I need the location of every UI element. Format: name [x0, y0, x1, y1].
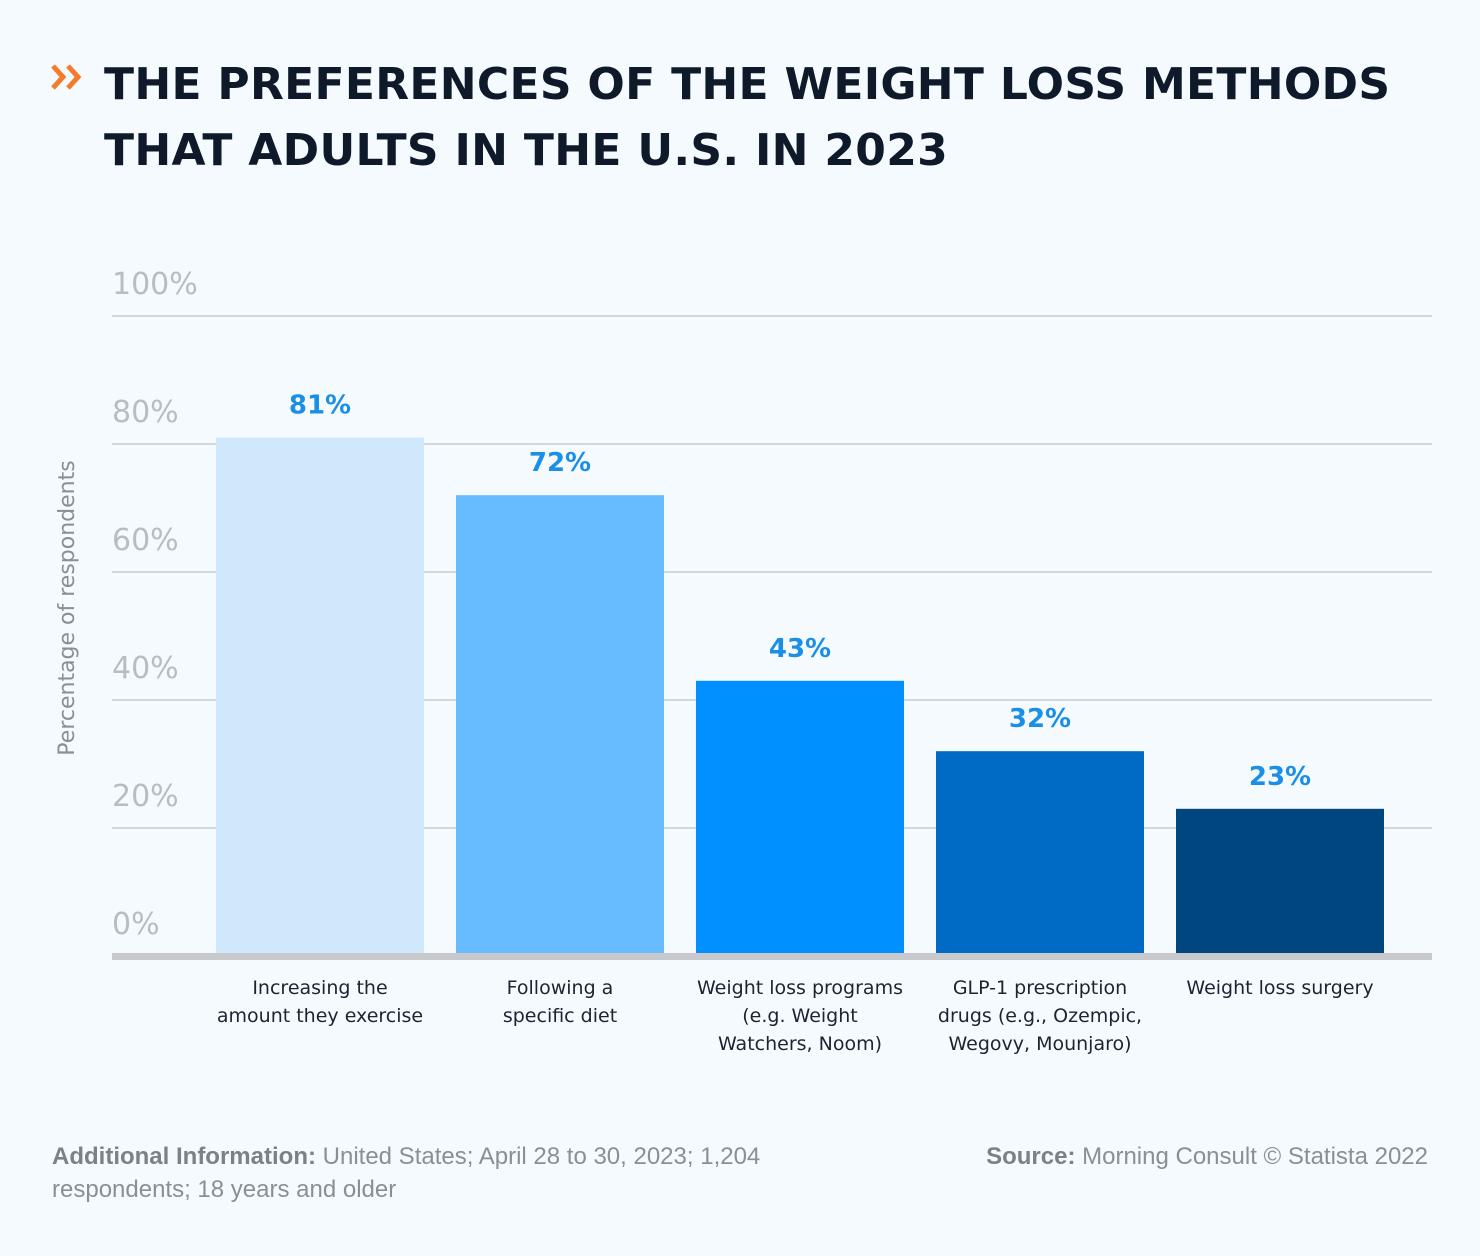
additional-information-label: Additional Information: [52, 1143, 316, 1170]
bar [936, 751, 1144, 956]
x-tick-label: amount they exercise [217, 1005, 423, 1027]
y-tick-label: 60% [112, 523, 179, 558]
bar [456, 495, 664, 956]
x-tick-label: GLP-1 prescription [953, 977, 1127, 999]
x-tick-label: Weight loss programs [697, 977, 903, 999]
bar [696, 680, 904, 956]
y-tick-label: 100% [112, 267, 198, 302]
x-tick-label: specific diet [503, 1005, 617, 1027]
x-tick-label: Weight loss surgery [1186, 977, 1373, 999]
additional-information-text: United States; April 28 to 30, 2023; 1,2… [52, 1143, 761, 1203]
y-tick-label: 20% [112, 779, 179, 814]
y-tick-label: 40% [112, 651, 179, 686]
data-label: 32% [1009, 704, 1071, 734]
data-label: 23% [1249, 762, 1311, 792]
double-chevron-icon [51, 64, 82, 90]
bar [216, 437, 424, 957]
bar-chart: 0% 20% 40% 60% 80% 100% Percentage of responde… [55, 267, 1432, 1055]
source-label: Source: [986, 1143, 1076, 1170]
x-tick-label: (e.g. Weight [742, 1005, 857, 1027]
source-text: Morning Consult © Statista 2022 [1075, 1143, 1428, 1170]
x-tick-label: Watchers, Noom) [718, 1033, 882, 1055]
data-label: 81% [289, 391, 351, 421]
y-tick-label: 0% [112, 907, 160, 942]
x-tick-label: drugs (e.g., Ozempic, [938, 1005, 1142, 1027]
x-tick-label: Following a [507, 977, 614, 999]
x-tick-label: Wegovy, Mounjaro) [948, 1033, 1131, 1055]
additional-information: Additional Information: United States; A… [52, 1140, 852, 1206]
y-axis-label: Percentage of respondents [55, 460, 80, 755]
data-label: 72% [529, 448, 591, 478]
y-tick-label: 80% [112, 395, 179, 430]
chart-title: THE PREFERENCES OF THE WEIGHT LOSS METHO… [104, 59, 1391, 176]
x-tick-label: Increasing the [252, 977, 387, 999]
bar [1176, 808, 1384, 956]
data-label: 43% [769, 634, 831, 664]
x-axis-baseline [112, 953, 1432, 960]
source: Source: Morning Consult © Statista 2022 [986, 1140, 1428, 1173]
